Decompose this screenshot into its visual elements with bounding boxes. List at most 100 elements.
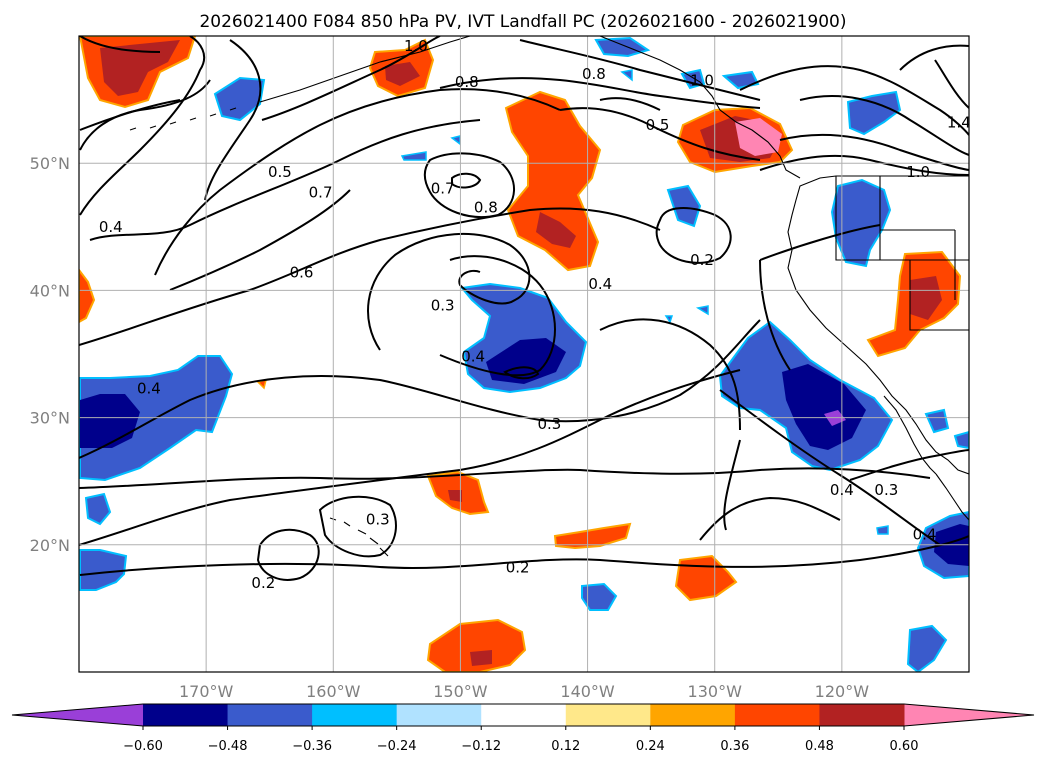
pv-contour <box>759 154 969 176</box>
colorbar-segment <box>143 704 229 726</box>
positive-core <box>385 62 420 86</box>
contour-labels: 1.0 0.8 0.8 1.0 0.5 1.4 1.0 0.5 0.7 0.7 0.8 0.4 0.2 0… <box>99 37 971 592</box>
colorbar-segment <box>819 704 905 726</box>
colorbar-tick-label: −0.12 <box>461 739 501 754</box>
gridlines <box>79 36 969 672</box>
pv-contour <box>559 107 761 161</box>
contour-label: 0.5 <box>268 163 292 181</box>
coastline-mexico <box>935 473 969 521</box>
pv-contour <box>719 389 941 546</box>
contour-label: 0.4 <box>588 275 612 293</box>
colorbar-tick-label: 0.60 <box>890 739 919 754</box>
pv-contour <box>759 224 881 261</box>
colorbar-extend-low <box>12 704 143 726</box>
colorbar-segment <box>227 704 313 726</box>
x-tick-label: 160°W <box>306 682 361 701</box>
colorbar-extend-high <box>904 704 1034 726</box>
pv-contour <box>739 65 969 136</box>
coastline-alaska <box>599 36 801 179</box>
negative-region <box>830 178 892 268</box>
pv-contour <box>204 39 262 201</box>
contour-label: 0.8 <box>455 73 479 91</box>
colorbar-segment <box>734 704 820 726</box>
negative-region <box>664 315 674 324</box>
pv-contour <box>79 369 741 546</box>
contour-label: 1.0 <box>690 72 714 90</box>
pv-contour <box>79 99 181 131</box>
colorbar-tick-label: −0.60 <box>123 739 163 754</box>
negative-region <box>721 70 760 90</box>
x-tick-label: 140°W <box>560 682 615 701</box>
contour-label: 0.4 <box>461 348 485 366</box>
contour-label: 0.2 <box>506 559 530 577</box>
colorbar-segment <box>565 704 651 726</box>
positive-core <box>536 212 576 248</box>
coastline-alaska-peninsula <box>259 36 471 103</box>
colorbar-segment <box>312 704 398 726</box>
negative-region <box>695 305 709 316</box>
positive-core <box>470 650 492 666</box>
contour-label: 0.2 <box>690 251 714 269</box>
colorbar-tick-label: 0.48 <box>805 739 834 754</box>
y-tick-label: 30°N <box>30 409 70 428</box>
coastline-north-america <box>787 175 969 475</box>
contour-label: 0.7 <box>309 183 333 201</box>
positive-region <box>79 268 96 324</box>
pv-contour <box>779 133 969 171</box>
negative-core <box>782 364 866 450</box>
x-tick-label: 130°W <box>688 682 743 701</box>
negative-region <box>400 151 427 161</box>
pv-contour <box>169 189 351 291</box>
contour-label: 0.5 <box>646 116 670 134</box>
contour-label: 0.4 <box>913 526 937 544</box>
colorbar-tick-label: −0.48 <box>208 739 248 754</box>
y-tick-label: 40°N <box>30 281 70 300</box>
pv-contours <box>79 36 969 581</box>
pv-contour <box>503 366 540 380</box>
negative-region <box>906 624 948 672</box>
contour-label: 0.2 <box>251 574 275 592</box>
pv-contour <box>899 44 969 71</box>
pv-contour <box>759 259 791 371</box>
x-tick-label: 120°W <box>815 682 870 701</box>
contour-label: 0.4 <box>99 218 123 236</box>
y-tick-label: 50°N <box>30 154 70 173</box>
coastline-baja <box>883 395 937 475</box>
pv-contour <box>699 496 841 541</box>
state-border <box>835 176 969 331</box>
negative-region <box>594 36 651 58</box>
contour-label: 1.4 <box>947 113 971 131</box>
colorbar-tick-label: 0.36 <box>720 739 749 754</box>
positive-core <box>100 40 180 96</box>
positive-core <box>910 276 942 320</box>
chart-title: 2026021400 F084 850 hPa PV, IVT Landfall… <box>199 12 846 32</box>
pv-contour <box>256 528 320 581</box>
positive-region <box>426 618 527 672</box>
pv-contour <box>154 88 561 276</box>
y-tick-label: 20°N <box>30 536 70 555</box>
positive-region <box>504 90 602 272</box>
pv-contour <box>934 59 969 109</box>
negative-region <box>666 184 702 228</box>
pv-contour <box>519 39 761 101</box>
contour-label: 0.7 <box>431 180 455 198</box>
islands-aleutian <box>129 107 237 131</box>
x-tick-label: 170°W <box>179 682 234 701</box>
contour-label: 1.0 <box>906 163 930 181</box>
contour-label: 0.3 <box>431 297 455 315</box>
pv-contour <box>599 318 741 431</box>
colorbar: −0.60 −0.48 −0.36 −0.24 −0.12 0.12 0.24 0.36 0.4… <box>11 703 1035 754</box>
pv-contour <box>423 152 515 219</box>
contour-label: 0.3 <box>366 510 390 528</box>
pv-contour <box>799 95 969 156</box>
colorbar-tick-label: −0.24 <box>377 739 417 754</box>
pv-contour <box>79 319 761 459</box>
contour-label: 0.3 <box>874 481 898 499</box>
negative-region <box>876 525 889 535</box>
positive-core <box>448 490 462 502</box>
pv-contour <box>318 495 397 558</box>
negative-region <box>581 582 618 611</box>
pv-contour <box>79 467 931 489</box>
pv-contour <box>439 255 556 377</box>
